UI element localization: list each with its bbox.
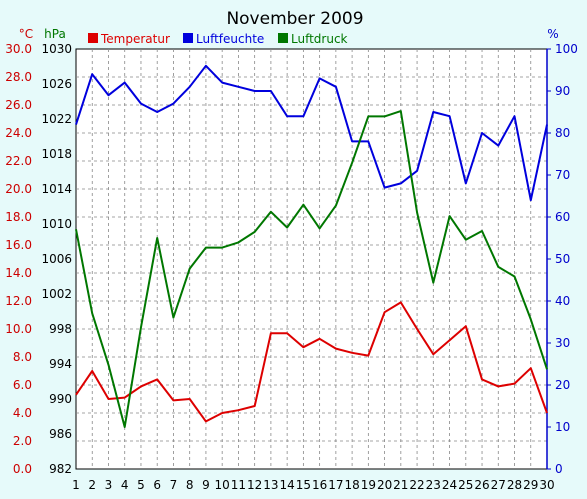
temperature-tick-label: 8.0 [13,350,32,364]
pressure-tick-label: 994 [49,357,72,371]
temperature-tick-label: 30.0 [5,42,32,56]
temperature-tick-label: 24.0 [5,126,32,140]
x-tick-label: 30 [539,478,554,492]
pressure-tick-label: 998 [49,322,72,336]
x-tick-label: 11 [231,478,246,492]
x-tick-label: 17 [328,478,343,492]
humidity-tick-label: 20 [555,378,570,392]
series-line-luftfeuchte [75,64,548,202]
x-tick-label: 7 [170,478,178,492]
legend: Temperatur Luftfeuchte Luftdruck [88,32,348,46]
temperature-tick-label: 26.0 [5,98,32,112]
x-tick-label: 10 [215,478,230,492]
x-tick-label: 27 [491,478,506,492]
x-tick-label: 5 [137,478,145,492]
humidity-tick-label: 80 [555,126,570,140]
temperature-tick-label: 2.0 [13,434,32,448]
x-tick-label: 1 [72,478,80,492]
temperature-tick-label: 12.0 [5,294,32,308]
x-tick-label: 15 [296,478,311,492]
pressure-tick-label: 1030 [41,42,72,56]
series-lines [75,64,548,428]
temperature-tick-label: 18.0 [5,210,32,224]
series-line-luftdruck [75,110,548,428]
legend-swatch [88,33,98,43]
legend-entry-luftfeuchte: Luftfeuchte [183,32,264,46]
humidity-tick-label: 50 [555,252,570,266]
pressure-tick-label: 986 [49,427,72,441]
x-tick-label: 28 [507,478,522,492]
temperature-tick-label: 6.0 [13,378,32,392]
humidity-tick-label: 100 [555,42,578,56]
pressure-tick-label: 1022 [41,112,72,126]
temperature-tick-label: 14.0 [5,266,32,280]
legend-swatch [183,33,193,43]
x-tick-label: 6 [153,478,161,492]
legend-entry-luftdruck: Luftdruck [278,32,348,46]
humidity-tick-label: 10 [555,420,570,434]
x-tick-label: 29 [523,478,538,492]
pressure-tick-label: 1002 [41,287,72,301]
temperature-tick-label: 22.0 [5,154,32,168]
x-tick-label: 13 [263,478,278,492]
humidity-tick-label: 90 [555,84,570,98]
pressure-tick-label: 1018 [41,147,72,161]
pressure-tick-label: 990 [49,392,72,406]
legend-label: Temperatur [100,32,170,46]
pressure-tick-label: 982 [49,462,72,476]
x-tick-label: 8 [186,478,194,492]
temperature-tick-label: 16.0 [5,238,32,252]
x-tick-label: 9 [202,478,210,492]
x-tick-label: 22 [409,478,424,492]
x-tick-label: 14 [279,478,294,492]
x-tick-label: 25 [458,478,473,492]
legend-label: Luftfeuchte [196,32,264,46]
legend-swatch [278,33,288,43]
humidity-unit: % [547,27,558,41]
pressure-tick-label: 1006 [41,252,72,266]
humidity-tick-label: 60 [555,210,570,224]
humidity-tick-label: 30 [555,336,570,350]
axes: 0.0 2.0 4.0 6.0 8.0 10.0 12.0 14.0 16.0 18.0 20.0 2… [5,27,578,492]
x-tick-label: 23 [426,478,441,492]
temperature-unit: °C [19,27,33,41]
temperature-tick-label: 10.0 [5,322,32,336]
x-tick-label: 18 [344,478,359,492]
series-line-temperatur [75,301,548,423]
x-tick-label: 12 [247,478,262,492]
humidity-tick-label: 70 [555,168,570,182]
legend-entry-temperatur: Temperatur [88,32,170,46]
temperature-tick-label: 0.0 [13,462,32,476]
legend-label: Luftdruck [291,32,348,46]
x-tick-label: 3 [105,478,113,492]
temperature-tick-label: 4.0 [13,406,32,420]
chart-title: November 2009 [226,9,363,29]
x-tick-label: 19 [361,478,376,492]
x-tick-label: 4 [121,478,129,492]
x-tick-label: 26 [474,478,489,492]
plot-area [75,48,548,470]
pressure-tick-label: 1010 [41,217,72,231]
pressure-unit: hPa [44,27,66,41]
x-tick-label: 24 [442,478,457,492]
grid-lines [76,49,547,469]
x-tick-label: 2 [88,478,96,492]
pressure-tick-label: 1014 [41,182,72,196]
humidity-tick-label: 0 [555,462,563,476]
temperature-tick-label: 28.0 [5,70,32,84]
x-tick-label: 21 [393,478,408,492]
humidity-tick-label: 40 [555,294,570,308]
pressure-tick-label: 1026 [41,77,72,91]
x-tick-label: 16 [312,478,327,492]
temperature-tick-label: 20.0 [5,182,32,196]
x-tick-label: 20 [377,478,392,492]
